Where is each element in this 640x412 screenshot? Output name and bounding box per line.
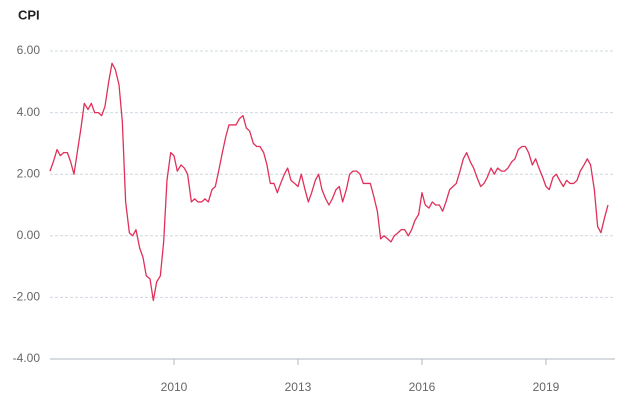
x-tick-label: 2016 bbox=[409, 380, 436, 394]
y-tick-label: 4.00 bbox=[17, 105, 41, 119]
y-tick-label: 2.00 bbox=[17, 166, 41, 180]
x-tick-label: 2013 bbox=[285, 380, 312, 394]
y-tick-label: -4.00 bbox=[13, 351, 41, 365]
chart-title: CPI bbox=[18, 7, 40, 22]
y-tick-label: -2.00 bbox=[13, 290, 41, 304]
x-tick-label: 2010 bbox=[161, 380, 188, 394]
y-tick-label: 0.00 bbox=[17, 228, 41, 242]
line bbox=[49, 62, 609, 302]
x-tick-label: 2019 bbox=[533, 380, 560, 394]
y-tick-label: 6.00 bbox=[17, 43, 41, 57]
